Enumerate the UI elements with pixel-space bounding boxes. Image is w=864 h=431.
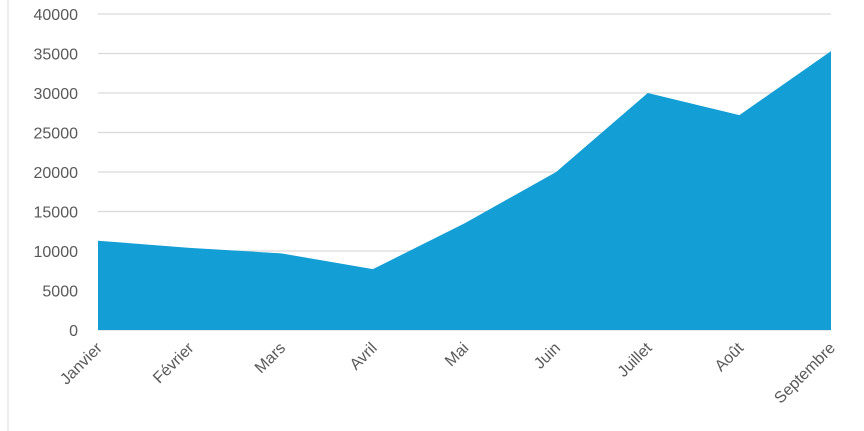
data-point-février <box>187 245 193 251</box>
y-tick-label: 20000 <box>34 165 79 182</box>
area-series-1 <box>98 51 831 330</box>
plot-area <box>95 48 834 330</box>
x-tick-label: Février <box>150 339 198 387</box>
y-tick-label: 30000 <box>34 86 79 103</box>
y-tick-label: 25000 <box>34 126 79 143</box>
x-tick-label: Mai <box>442 340 472 370</box>
data-point-juin <box>553 169 559 175</box>
x-tick-label: Mars <box>252 340 289 377</box>
y-tick-label: 35000 <box>34 47 79 64</box>
x-axis: Janvier Février Mars Avril Mai Juin Juillet Aoû… <box>57 339 839 407</box>
data-point-août <box>736 112 742 118</box>
data-point-septembre <box>828 48 834 54</box>
x-tick-label: Août <box>712 339 748 375</box>
data-point-mai <box>462 220 468 226</box>
data-point-juillet <box>645 90 651 96</box>
x-tick-label: Septembre <box>771 340 838 407</box>
x-tick-label: Avril <box>347 340 381 374</box>
y-axis: 0 5000 10000 15000 20000 25000 30000 35000 40000 <box>34 7 79 340</box>
data-point-avril <box>370 266 376 272</box>
data-point-janvier <box>95 238 101 244</box>
y-tick-label: 0 <box>69 323 78 340</box>
y-tick-label: 5000 <box>42 284 78 301</box>
data-point-mars <box>278 250 284 256</box>
y-tick-label: 15000 <box>34 205 79 222</box>
x-tick-label: Janvier <box>57 339 106 388</box>
x-tick-label: Juillet <box>615 339 656 380</box>
y-tick-label: 10000 <box>34 244 79 261</box>
y-tick-label: 40000 <box>34 7 79 24</box>
x-tick-label: Juin <box>531 340 564 373</box>
